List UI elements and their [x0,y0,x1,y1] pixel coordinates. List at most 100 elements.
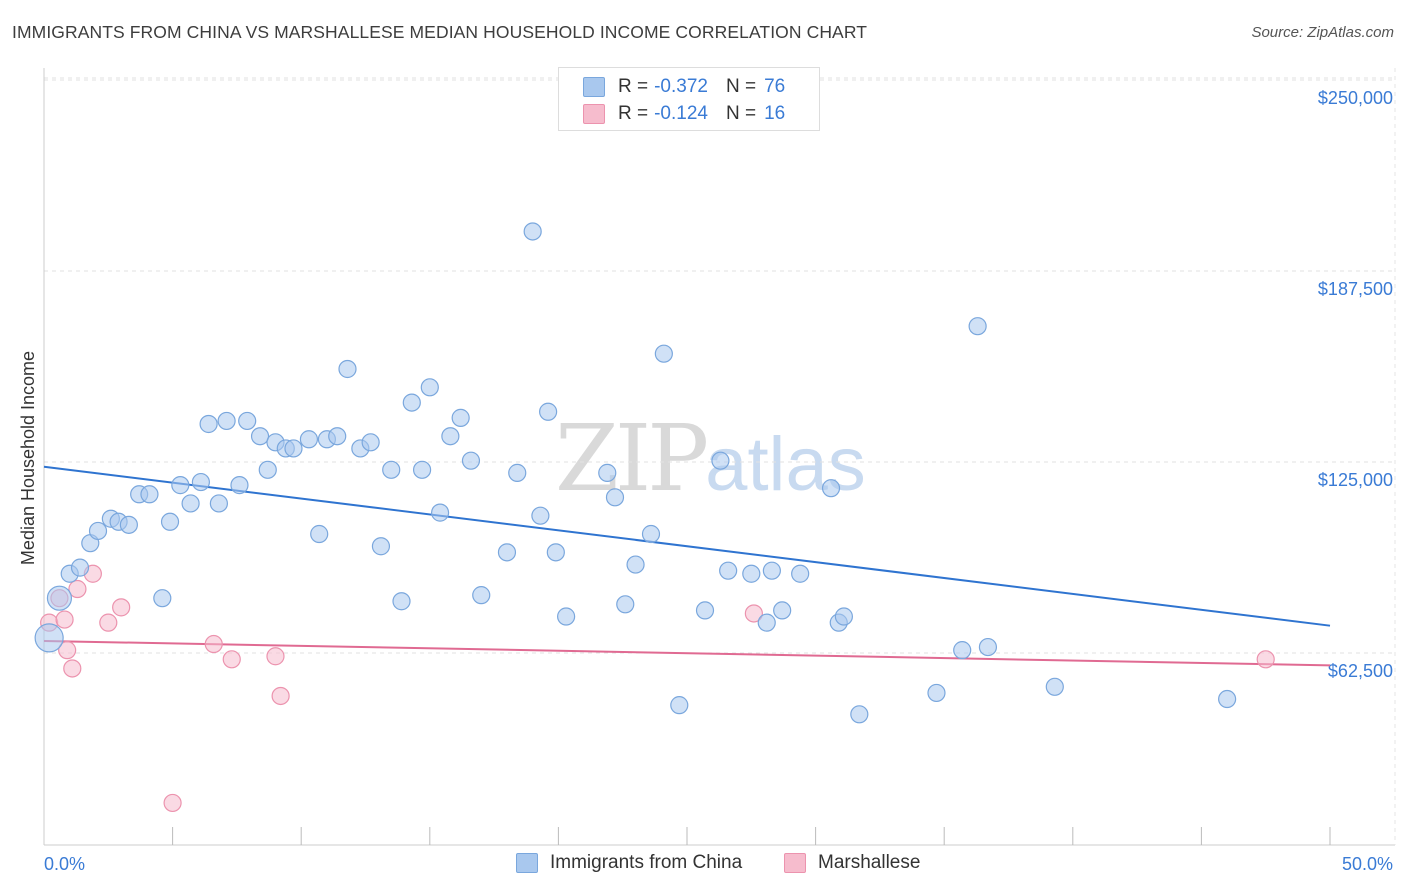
bottom-legend-marshallese: Marshallese [784,852,920,874]
scatter-points [34,222,1275,813]
bottom-china-swatch [516,853,538,873]
china-trend-line [43,465,1331,627]
marshallese-point [163,793,182,813]
china-point [968,317,987,336]
china-point [382,460,401,479]
marshallese-point [266,647,285,666]
china-point [70,558,90,577]
y-tick-label: $250,000 [1318,88,1393,108]
marshallese-swatch [583,104,605,124]
trend-lines [43,465,1331,667]
china-point [762,561,781,580]
china-point [171,476,190,495]
china-point [711,451,730,470]
axes [43,68,1396,846]
china-point [850,705,869,724]
china-point [497,543,517,562]
y-tick-labels: $62,500 $125,000 $187,500 $250,000 [1318,88,1393,681]
china-point [310,524,329,544]
china-point [670,696,689,715]
bottom-china-label: Immigrants from China [550,852,743,873]
china-point [654,344,673,363]
china-point [88,521,108,541]
china-point [757,613,776,632]
china-point [299,430,319,449]
marshallese-point [222,650,241,669]
china-point [695,601,715,620]
china-point [46,585,73,611]
china-point [626,555,645,574]
china-point [199,414,218,434]
china-point [191,472,210,492]
china-point [258,460,277,479]
china-point [1045,677,1064,696]
china-point [412,460,432,479]
china-swatch [583,77,605,97]
china-point [217,411,236,431]
china-point [927,683,946,703]
china-point [773,601,792,620]
marshallese-point [1256,650,1275,669]
china-point [791,564,810,583]
marshallese-point [112,598,131,617]
china-point [461,451,481,470]
china-point [238,411,257,431]
china-n-label: N = [725,76,757,97]
china-point [546,543,565,562]
china-point [605,488,625,507]
watermark: ZIPatlas [555,405,866,512]
china-point [361,433,380,452]
china-point [402,393,421,412]
china-point [834,607,853,626]
china-point [250,427,270,446]
marshallese-trend-line [43,639,1331,667]
china-point [153,589,172,608]
china-point [472,586,491,605]
bottom-legend-china: Immigrants from China [516,852,742,874]
legend-row-marshallese: R = -0.124 N = 16 [583,102,785,126]
china-point [1218,689,1237,709]
watermark-atlas: atlas [705,422,866,507]
china-point [119,515,138,534]
marshallese-point [55,610,74,629]
china-point [978,637,998,657]
watermark-zip: ZIP [555,405,709,512]
china-point [34,623,64,653]
china-point [209,494,228,513]
marshallese-r-value: -0.124 [654,103,708,124]
china-point [420,378,439,397]
source-label: Source: ZipAtlas.com [1251,24,1394,41]
x-tick-label: 50.0% [1342,854,1393,874]
china-point [742,564,761,583]
china-r-value: -0.372 [654,76,708,97]
china-point [392,592,411,611]
y-tick-label: $125,000 [1318,470,1393,490]
bottom-marshallese-swatch [784,853,806,873]
china-point [539,402,558,421]
china-point [598,463,617,482]
bottom-marshallese-label: Marshallese [818,852,921,873]
y-tick-label: $62,500 [1328,661,1393,681]
china-point [160,512,180,531]
marshallese-point [271,686,290,706]
china-point [641,524,661,544]
china-point [616,595,635,614]
marshallese-point [58,641,77,660]
marshallese-point [68,579,87,599]
marshallese-point [744,604,763,623]
marshallese-n-label: N = [725,103,757,124]
grid-lines [44,77,1395,654]
china-point [953,641,972,660]
china-point [230,476,249,495]
china-point [284,439,303,458]
chart-title: IMMIGRANTS FROM CHINA VS MARSHALLESE MED… [12,22,868,42]
y-tick-label: $187,500 [1318,279,1393,299]
china-point [371,537,391,556]
marshallese-point [204,634,223,654]
china-point [523,222,542,241]
correlation-legend: R = -0.372 N = 76 R = -0.124 N = 16 [558,67,820,131]
marshallese-point [99,613,118,632]
china-point [328,427,347,446]
x-tick-labels: 0.0% 50.0% [44,854,1393,874]
